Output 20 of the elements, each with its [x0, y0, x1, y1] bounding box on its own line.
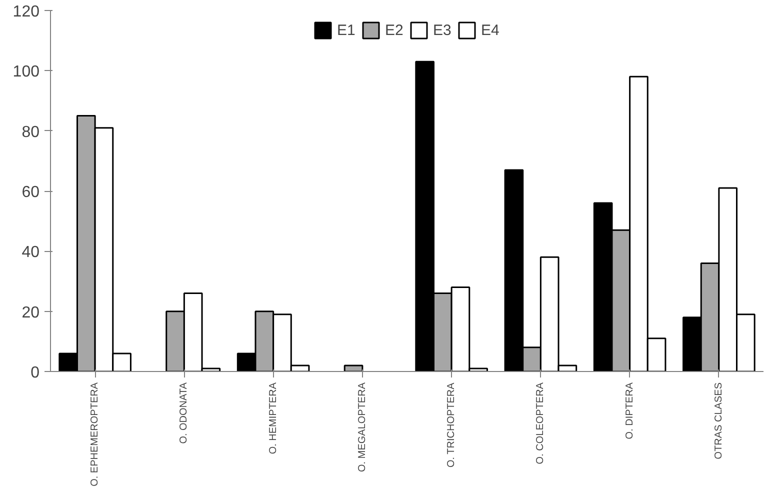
x-tick-label: O. COLEOPTERA: [535, 382, 546, 464]
x-tick-label: O. ODONATA: [178, 382, 190, 444]
legend-label: E1: [337, 22, 356, 38]
y-tick-label: 60: [22, 184, 40, 201]
x-tick-label: OTRAS CLASES: [713, 382, 724, 460]
bar: [344, 364, 364, 372]
legend-label: E3: [433, 22, 452, 38]
y-tick-label: 0: [30, 364, 40, 382]
legend-label: E2: [385, 22, 404, 38]
y-tick-label: 20: [22, 304, 40, 322]
x-tick-label: O. TRICHOPTERA: [446, 382, 458, 468]
y-tick-label: 100: [12, 64, 40, 81]
x-tick-label: O. MEGALOPTERA: [356, 382, 368, 472]
legend-label: E4: [481, 22, 500, 38]
y-tick-label: 80: [22, 124, 40, 141]
y-tick-label: 40: [22, 244, 40, 262]
y-tick-label: 120: [12, 4, 40, 20]
x-tick-label: O. HEMIPTERA: [268, 382, 279, 454]
x-tick-label: O. DIPTERA: [624, 382, 636, 440]
x-tick-label: O. EPHEMEROPTERA: [90, 382, 101, 486]
